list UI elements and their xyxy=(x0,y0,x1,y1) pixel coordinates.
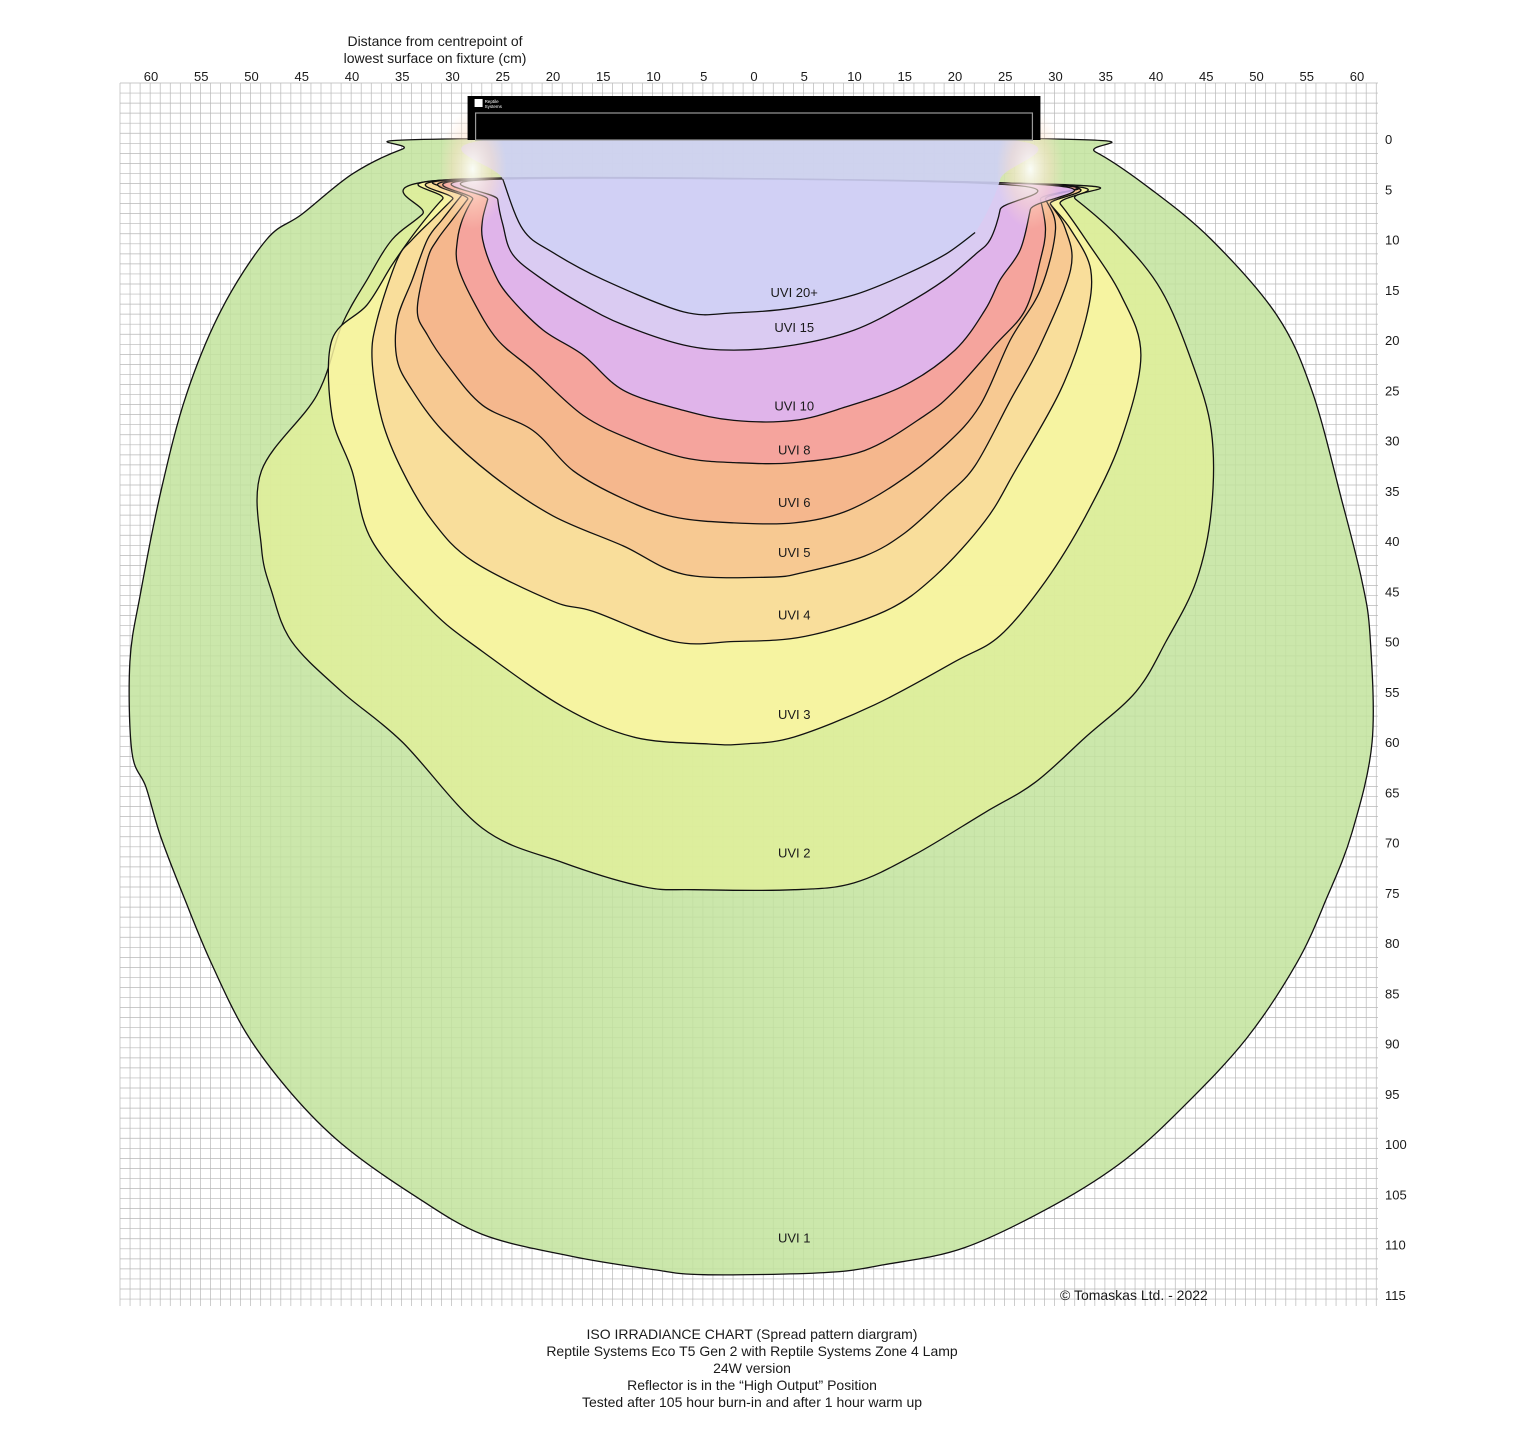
y-tick-label: 25 xyxy=(1385,383,1399,398)
caption-line-2: Reptile Systems Eco T5 Gen 2 with Reptil… xyxy=(546,1343,958,1359)
x-tick-label: 30 xyxy=(445,69,459,84)
caption-line-4: Reflector is in the “High Output” Positi… xyxy=(627,1377,877,1393)
x-tick-label: 10 xyxy=(646,69,660,84)
x-tick-label: 30 xyxy=(1048,69,1062,84)
x-axis-title-line-1: Distance from centrepoint of xyxy=(347,33,523,49)
copyright-notice: © Tomaskas Ltd. - 2022 xyxy=(1060,1287,1208,1303)
x-tick-label: 5 xyxy=(801,69,808,84)
y-tick-label: 5 xyxy=(1385,182,1392,197)
x-axis-title-line-2: lowest surface on fixture (cm) xyxy=(343,50,527,66)
x-tick-label: 55 xyxy=(1300,69,1314,84)
label-uvi-6: UVI 6 xyxy=(778,495,811,510)
x-tick-label: 15 xyxy=(596,69,610,84)
label-uvi-15: UVI 15 xyxy=(774,320,814,335)
y-tick-label: 90 xyxy=(1385,1037,1399,1052)
label-uvi-20: UVI 20+ xyxy=(771,285,818,300)
label-uvi-5: UVI 5 xyxy=(778,545,811,560)
x-tick-label: 50 xyxy=(244,69,258,84)
x-tick-label: 40 xyxy=(1149,69,1163,84)
fixture-logo-text: Systems xyxy=(485,104,503,109)
zone-uvi-20 xyxy=(461,133,1039,315)
x-tick-labels: 60 55 50 45 40 35 30 25 20 15 10 5 0 5 10 15 20 25 30 35 40 4… xyxy=(144,69,1364,84)
x-tick-label: 10 xyxy=(847,69,861,84)
y-tick-label: 115 xyxy=(1385,1288,1406,1303)
zone-labels: UVI 1 UVI 2 UVI 3 UVI 4 UVI 5 UVI 6 UVI 8 UVI 1… xyxy=(771,285,818,1246)
label-uvi-10: UVI 10 xyxy=(774,398,814,413)
caption-line-1: ISO IRRADIANCE CHART (Spread pattern dia… xyxy=(586,1326,918,1342)
y-tick-label: 70 xyxy=(1385,836,1399,851)
x-tick-label: 55 xyxy=(194,69,208,84)
y-tick-label: 55 xyxy=(1385,685,1399,700)
x-tick-label: 60 xyxy=(1350,69,1364,84)
x-tick-label: 35 xyxy=(1099,69,1113,84)
x-tick-label: 15 xyxy=(898,69,912,84)
y-tick-label: 15 xyxy=(1385,283,1399,298)
label-uvi-8: UVI 8 xyxy=(778,443,811,458)
y-tick-label: 100 xyxy=(1385,1137,1407,1152)
label-uvi-2: UVI 2 xyxy=(778,846,811,861)
y-tick-label: 65 xyxy=(1385,785,1399,800)
caption-line-3: 24W version xyxy=(713,1360,791,1376)
y-tick-label: 105 xyxy=(1385,1187,1407,1202)
y-tick-label: 75 xyxy=(1385,886,1399,901)
y-tick-label: 85 xyxy=(1385,986,1399,1001)
y-tick-label: 95 xyxy=(1385,1087,1399,1102)
fixture-reflector-outline xyxy=(474,112,1034,141)
y-tick-labels: 0 5 10 15 20 25 30 35 40 45 50 55 60 65 70 75 80 85 90 95 10… xyxy=(1385,132,1407,1303)
y-tick-label: 40 xyxy=(1385,534,1399,549)
x-axis-title: Distance from centrepoint of lowest surf… xyxy=(300,33,570,67)
x-tick-label: 20 xyxy=(546,69,560,84)
x-tick-label: 20 xyxy=(948,69,962,84)
fixture-logo-text: Reptile xyxy=(485,99,500,104)
x-tick-label: 35 xyxy=(395,69,409,84)
x-tick-label: 0 xyxy=(750,69,757,84)
y-tick-label: 10 xyxy=(1385,233,1399,248)
label-uvi-3: UVI 3 xyxy=(778,707,811,722)
y-tick-label: 20 xyxy=(1385,333,1399,348)
x-tick-label: 45 xyxy=(1199,69,1213,84)
x-tick-label: 45 xyxy=(295,69,309,84)
y-tick-label: 80 xyxy=(1385,936,1399,951)
y-tick-label: 0 xyxy=(1385,132,1392,147)
label-uvi-4: UVI 4 xyxy=(778,607,811,622)
zone-boundary-uvi-20 xyxy=(502,178,976,316)
x-tick-label: 25 xyxy=(998,69,1012,84)
x-tick-label: 50 xyxy=(1249,69,1263,84)
label-uvi-1: UVI 1 xyxy=(778,1230,811,1245)
fixture-logo-icon xyxy=(474,99,483,107)
y-tick-label: 45 xyxy=(1385,584,1399,599)
fixture-body xyxy=(467,96,1041,140)
y-tick-label: 35 xyxy=(1385,484,1399,499)
x-tick-label: 60 xyxy=(144,69,158,84)
y-tick-label: 60 xyxy=(1385,735,1399,750)
x-tick-label: 5 xyxy=(700,69,707,84)
y-tick-label: 30 xyxy=(1385,434,1399,449)
x-tick-label: 25 xyxy=(496,69,510,84)
caption-line-5: Tested after 105 hour burn-in and after … xyxy=(581,1394,923,1410)
uvi-zones xyxy=(128,133,1374,1276)
x-tick-label: 40 xyxy=(345,69,359,84)
chart-caption: ISO IRRADIANCE CHART (Spread pattern dia… xyxy=(452,1326,1052,1411)
y-tick-label: 50 xyxy=(1385,635,1399,650)
y-tick-label: 110 xyxy=(1385,1238,1406,1253)
